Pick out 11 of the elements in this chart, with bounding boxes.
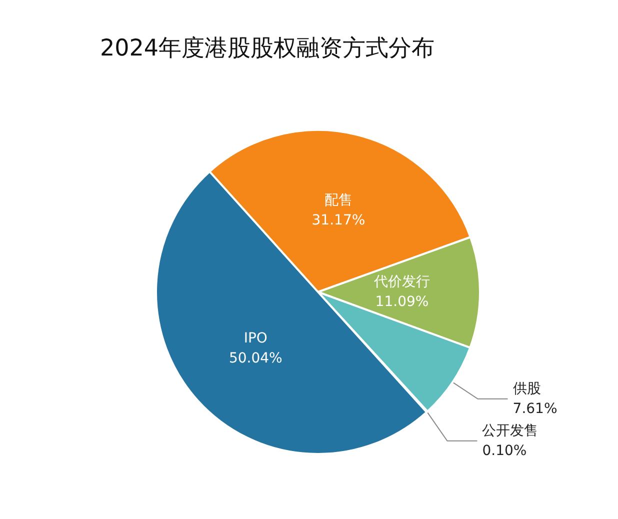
slice-label: 供股 [512, 380, 541, 397]
data-label: 0.10% [482, 442, 527, 459]
data-label: 11.09% [375, 294, 429, 310]
slice-label: 公开发售 [482, 422, 538, 439]
chart-title: 2024年度港股股权融资方式分布 [100, 36, 435, 62]
data-label: 50.04% [228, 350, 282, 366]
slice-label: IPO [244, 330, 268, 346]
slice-label: 配售 [324, 192, 352, 209]
data-label: 31.17% [312, 212, 366, 229]
slice-label: 代价发行 [373, 274, 430, 290]
data-label: 7.61% [512, 400, 558, 417]
